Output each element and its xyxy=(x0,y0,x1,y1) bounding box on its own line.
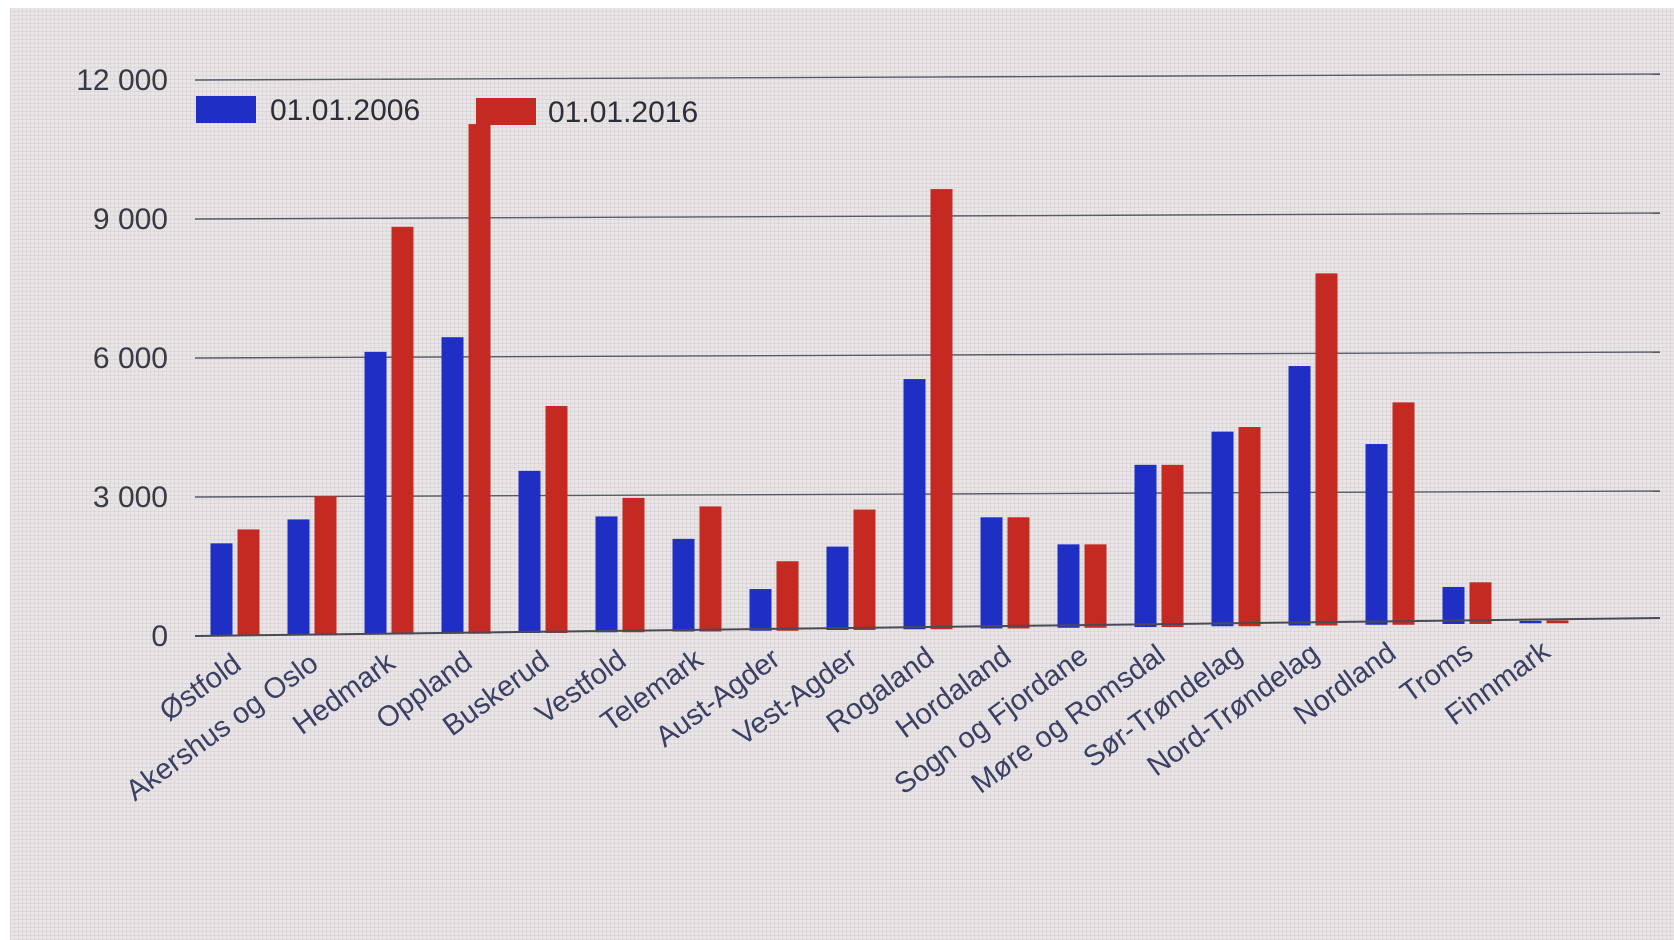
bars xyxy=(210,124,1569,636)
legend-label: 01.01.2016 xyxy=(548,96,698,129)
bar-series-2016 xyxy=(1007,517,1030,629)
bar-series-2006 xyxy=(749,589,772,631)
bar-series-2006 xyxy=(518,470,541,633)
bar-series-2006 xyxy=(1134,464,1157,627)
y-tick-label: 12 000 xyxy=(76,64,168,97)
bar-series-2016 xyxy=(776,561,799,631)
bar-series-2006 xyxy=(210,543,233,636)
bar-series-2006 xyxy=(287,519,310,636)
bar-series-2006 xyxy=(1365,444,1388,625)
gridline xyxy=(194,490,1661,498)
bar-series-2006 xyxy=(1057,544,1080,628)
bar-series-2016 xyxy=(930,189,953,630)
gridline xyxy=(194,351,1661,359)
bar-series-2016 xyxy=(1392,402,1415,625)
y-tick-label: 9 000 xyxy=(93,203,168,236)
bar-series-2016 xyxy=(314,496,337,636)
bar-series-2006 xyxy=(980,517,1003,629)
legend-label: 01.01.2006 xyxy=(270,94,420,127)
bar-series-2016 xyxy=(1238,427,1261,627)
bar-series-2006 xyxy=(903,379,926,630)
bar-series-2016 xyxy=(391,226,414,635)
bar-series-2006 xyxy=(441,337,464,634)
bar-series-2016 xyxy=(1084,544,1107,628)
bar-series-2016 xyxy=(237,529,260,636)
y-tick-label: 3 000 xyxy=(93,481,168,514)
bar-series-2006 xyxy=(595,516,618,633)
x-axis-baseline xyxy=(194,617,1661,637)
bar-series-2016 xyxy=(1315,273,1338,626)
bar-series-2016 xyxy=(622,497,645,633)
bar-series-2016 xyxy=(853,509,876,630)
y-tick-label: 0 xyxy=(151,620,168,653)
bar-series-2016 xyxy=(1469,582,1492,624)
y-axis-ticks: 0 3 000 6 000 9 000 12 000 xyxy=(76,64,168,653)
legend-swatch xyxy=(476,98,536,125)
bar-series-2006 xyxy=(364,351,387,635)
gridline xyxy=(194,212,1661,220)
bar-series-2016 xyxy=(545,405,568,633)
bar-series-2016 xyxy=(1161,464,1184,627)
y-tick-label: 6 000 xyxy=(93,342,168,375)
gridlines xyxy=(194,73,1661,498)
legend-swatch xyxy=(196,96,256,123)
x-axis-line xyxy=(194,617,1661,637)
bar-series-2006 xyxy=(1288,366,1311,626)
bar-series-2016 xyxy=(1546,620,1569,624)
bar-series-2006 xyxy=(1442,586,1465,624)
gridline xyxy=(194,73,1661,81)
bar-series-2006 xyxy=(672,538,695,632)
legend: 01.01.2006 01.01.2016 xyxy=(196,94,698,129)
bar-series-2016 xyxy=(468,124,491,634)
bar-series-2006 xyxy=(1211,431,1234,627)
bar-series-2016 xyxy=(699,506,722,632)
bar-series-2006 xyxy=(1519,620,1542,624)
bar-series-2006 xyxy=(826,546,849,630)
